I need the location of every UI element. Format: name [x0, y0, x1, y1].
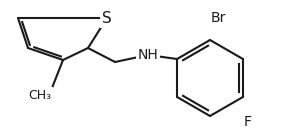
Text: F: F: [244, 115, 252, 129]
Text: NH: NH: [138, 48, 158, 62]
Text: CH₃: CH₃: [28, 88, 51, 102]
Text: Br: Br: [210, 11, 226, 25]
Text: S: S: [102, 10, 112, 25]
